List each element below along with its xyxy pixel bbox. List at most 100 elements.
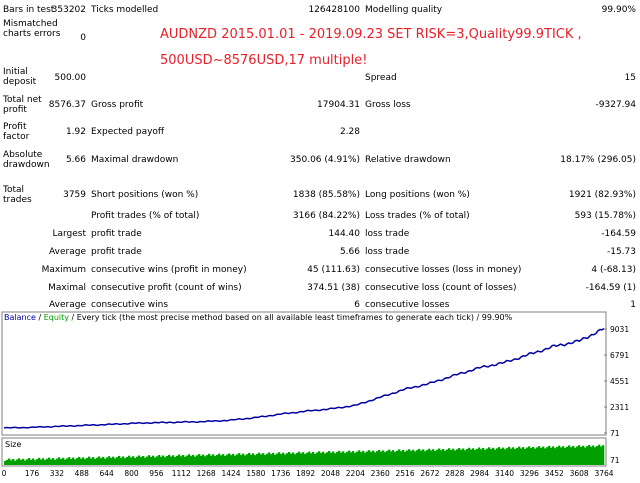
size-bar	[154, 457, 157, 465]
size-bar	[558, 445, 561, 465]
size-bar	[244, 455, 247, 465]
size-bar	[474, 450, 477, 465]
size-bar	[354, 452, 357, 465]
size-bar	[76, 458, 79, 465]
size-bar	[440, 450, 443, 465]
size-bar	[58, 457, 61, 465]
size-bar	[562, 446, 565, 465]
size-bar	[120, 457, 123, 465]
size-bar	[140, 457, 143, 465]
size-bar	[296, 453, 299, 465]
size-bar	[178, 454, 181, 465]
size-bar	[308, 451, 311, 465]
size-bar	[264, 454, 267, 465]
size-bar	[554, 448, 557, 465]
size-bar	[436, 449, 439, 465]
size-bar	[576, 446, 579, 465]
gross-profit-value: 17904.31	[317, 100, 360, 110]
size-bar	[112, 456, 115, 465]
size-bar	[114, 458, 117, 465]
size-bar	[78, 456, 81, 465]
size-bar	[518, 446, 521, 465]
size-bar	[418, 448, 421, 465]
initial-deposit-label: Initial deposit	[3, 67, 37, 87]
size-bar	[594, 447, 597, 465]
size-bar	[276, 453, 279, 465]
size-bar	[240, 454, 243, 465]
size-bar	[466, 449, 469, 465]
size-bar	[366, 451, 369, 465]
size-bar	[470, 449, 473, 465]
size-bar	[316, 452, 319, 465]
mismatched-label: Mismatched charts errors	[3, 19, 61, 39]
size-bar	[132, 456, 135, 465]
size-bar	[500, 448, 503, 465]
size-bar	[476, 448, 479, 465]
size-bar	[372, 450, 375, 465]
size-bar	[544, 448, 547, 465]
size-bar	[450, 450, 453, 465]
size-bar	[410, 450, 413, 465]
initial-deposit-value: 500.00	[54, 73, 87, 83]
size-bar	[426, 450, 429, 465]
size-bar	[48, 457, 51, 465]
ticks-modelled-value: 126428100	[308, 5, 360, 15]
size-bar	[90, 458, 93, 465]
size-bar	[28, 458, 31, 465]
size-bar	[572, 445, 575, 465]
size-bar	[212, 454, 215, 465]
x-tick-label: 644	[99, 469, 114, 478]
relative-drawdown-value: 18.17% (296.05)	[560, 155, 636, 165]
size-bar	[490, 449, 493, 465]
long-positions-value: 1921 (82.93%)	[568, 190, 636, 200]
size-bar	[536, 447, 539, 465]
maximal-prefix: Maximal	[48, 283, 86, 293]
size-bar	[586, 446, 589, 465]
size-bar	[584, 447, 587, 465]
size-bar	[262, 453, 265, 465]
size-bar	[110, 457, 113, 465]
size-bar	[344, 453, 347, 465]
size-bar	[348, 450, 351, 465]
size-bar	[92, 457, 95, 465]
size-bar	[134, 458, 137, 465]
size-bar	[328, 451, 331, 465]
size-bar	[98, 456, 101, 465]
size-bar	[408, 449, 411, 465]
size-bar	[170, 456, 173, 465]
size-bar	[386, 450, 389, 465]
size-bar	[596, 446, 599, 465]
size-bar	[458, 448, 461, 465]
size-bar	[512, 447, 515, 465]
size-bar	[192, 454, 195, 465]
average-consecutive-losses-value: 1	[630, 300, 636, 310]
x-tick-label: 1112	[172, 469, 191, 478]
size-bar	[220, 455, 223, 465]
x-tick-label: 1424	[221, 469, 240, 478]
size-bar	[484, 449, 487, 465]
average-consec-prefix: Average	[49, 300, 86, 310]
size-bar	[232, 453, 235, 465]
size-bar	[384, 452, 387, 465]
size-bar	[148, 455, 151, 465]
size-bar	[186, 455, 189, 465]
size-bar	[46, 458, 49, 465]
size-bar	[302, 452, 305, 465]
size-bar	[72, 457, 75, 465]
y-tick-label: 71	[610, 429, 620, 438]
average-profit-label: profit trade	[91, 247, 142, 257]
size-bar	[176, 455, 179, 465]
size-bar	[218, 453, 221, 465]
x-tick-label: 1892	[296, 469, 315, 478]
size-bar	[6, 459, 9, 465]
short-positions-value: 1838 (85.58%)	[292, 190, 360, 200]
total-net-profit-value: 8576.37	[48, 100, 86, 110]
largest-profit-value: 144.40	[328, 229, 361, 239]
size-bar	[590, 446, 593, 465]
average-profit-value: 5.66	[339, 247, 360, 257]
size-bar	[190, 456, 193, 465]
maximal-consecutive-profit-value: 374.51 (38)	[307, 283, 360, 293]
size-bar	[494, 449, 497, 465]
size-bar	[50, 459, 53, 465]
size-bar	[266, 453, 269, 465]
